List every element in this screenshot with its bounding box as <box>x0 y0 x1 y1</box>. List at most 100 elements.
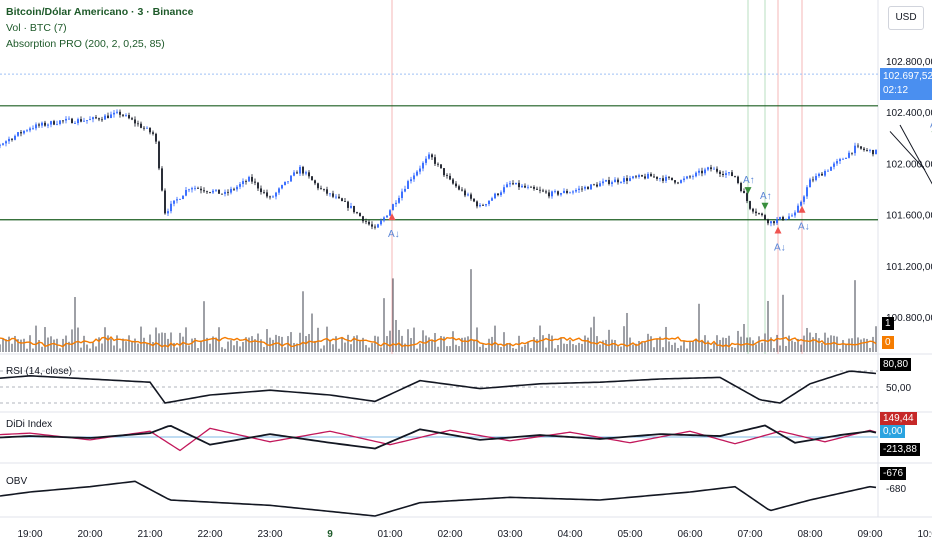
candle-body <box>842 159 844 160</box>
candle-body <box>491 198 493 200</box>
candle-body <box>626 178 628 181</box>
volume-bar <box>674 343 675 352</box>
volume-bar <box>104 327 105 352</box>
volume-bar <box>668 341 669 352</box>
obv-pane-label[interactable]: OBV <box>6 476 27 487</box>
volume-bar <box>515 349 516 352</box>
volume-bar <box>125 341 126 352</box>
candle-body <box>713 169 715 170</box>
volume-bar <box>602 340 603 352</box>
volume-bar <box>179 333 180 352</box>
indicator-legend[interactable]: Absorption PRO (200, 2, 0,25, 85) <box>6 38 165 50</box>
candle-body <box>128 115 130 118</box>
candle-body <box>809 180 811 188</box>
volume-legend[interactable]: Vol · BTC (7) <box>6 22 67 34</box>
candle-body <box>377 224 379 227</box>
candle-body <box>629 178 631 181</box>
volume-bar <box>680 346 681 352</box>
volume-bar <box>677 348 678 352</box>
candle-body <box>50 121 52 124</box>
candle-body <box>497 194 499 195</box>
candle-body <box>35 124 37 128</box>
volume-bar <box>752 340 753 352</box>
candle-body <box>317 183 319 188</box>
candle-body <box>482 205 484 206</box>
candle-body <box>677 183 679 184</box>
candle-body <box>221 194 223 195</box>
volume-bar <box>284 347 285 352</box>
volume-bar <box>524 345 525 352</box>
volume-bar <box>506 344 507 352</box>
volume-bar <box>758 336 759 352</box>
candle-body <box>569 192 571 193</box>
volume-bar <box>539 326 540 352</box>
candle-body <box>830 167 832 171</box>
dmi-pane-label[interactable]: DiDi Index <box>6 419 52 430</box>
volume-bar <box>503 332 504 352</box>
volume-bar <box>734 348 735 352</box>
candle-body <box>785 219 787 220</box>
candle-body <box>536 189 538 190</box>
volume-bar <box>356 335 357 352</box>
volume-bar <box>395 320 396 352</box>
volume-bar <box>176 348 177 352</box>
price-tick-label: 101.200,00 <box>886 262 932 273</box>
volume-bar <box>134 339 135 352</box>
candle-body <box>401 192 403 198</box>
volume-bar <box>479 347 480 352</box>
volume-bar <box>0 344 1 352</box>
candle-body <box>191 188 193 189</box>
candle-body <box>245 181 247 182</box>
candle-body <box>11 139 13 140</box>
candle-body <box>44 123 46 126</box>
candle-body <box>413 175 415 179</box>
candle-body <box>101 119 103 120</box>
candle-body <box>461 190 463 191</box>
volume-bar <box>248 338 249 352</box>
candle-body <box>620 182 622 183</box>
volume-bar <box>317 328 318 352</box>
candle-body <box>26 130 28 131</box>
volume-bar <box>53 340 54 352</box>
volume-bar <box>359 341 360 352</box>
volume-bar <box>716 335 717 352</box>
candle-body <box>392 204 394 210</box>
volume-bar <box>665 327 666 352</box>
candle-body <box>632 176 634 178</box>
volume-bar <box>521 347 522 352</box>
candle-body <box>758 213 760 214</box>
currency-button[interactable]: USD <box>888 6 924 30</box>
candle-body <box>752 209 754 212</box>
symbol-legend[interactable]: Bitcoin/Dólar Americano · 3 · Binance <box>6 6 193 18</box>
candle-body <box>275 193 277 197</box>
volume-bar <box>860 340 861 352</box>
volume-bar <box>452 331 453 352</box>
candle-body <box>701 171 703 173</box>
candle-body <box>584 187 586 189</box>
volume-bar <box>761 343 762 352</box>
volume-bar <box>869 348 870 352</box>
volume-bar <box>209 344 210 352</box>
volume-bar <box>365 345 366 352</box>
candle-body <box>47 125 49 126</box>
volume-bar <box>866 339 867 352</box>
signal-label: A↑ <box>743 175 755 186</box>
candle-body <box>353 206 355 212</box>
candle-body <box>749 201 751 209</box>
rsi-pane-label[interactable]: RSI (14, close) <box>6 366 72 377</box>
volume-bar <box>263 347 264 352</box>
candle-body <box>404 189 406 192</box>
volume-bar <box>656 339 657 352</box>
volume-bar <box>605 340 606 352</box>
volume-bar <box>230 340 231 352</box>
volume-bar <box>266 329 267 352</box>
candle-body <box>251 177 253 182</box>
volume-bar <box>86 345 87 352</box>
volume-bar <box>482 344 483 352</box>
volume-bar <box>728 336 729 352</box>
candle-body <box>662 178 664 181</box>
candle-body <box>77 119 79 123</box>
volume-bar <box>794 342 795 352</box>
